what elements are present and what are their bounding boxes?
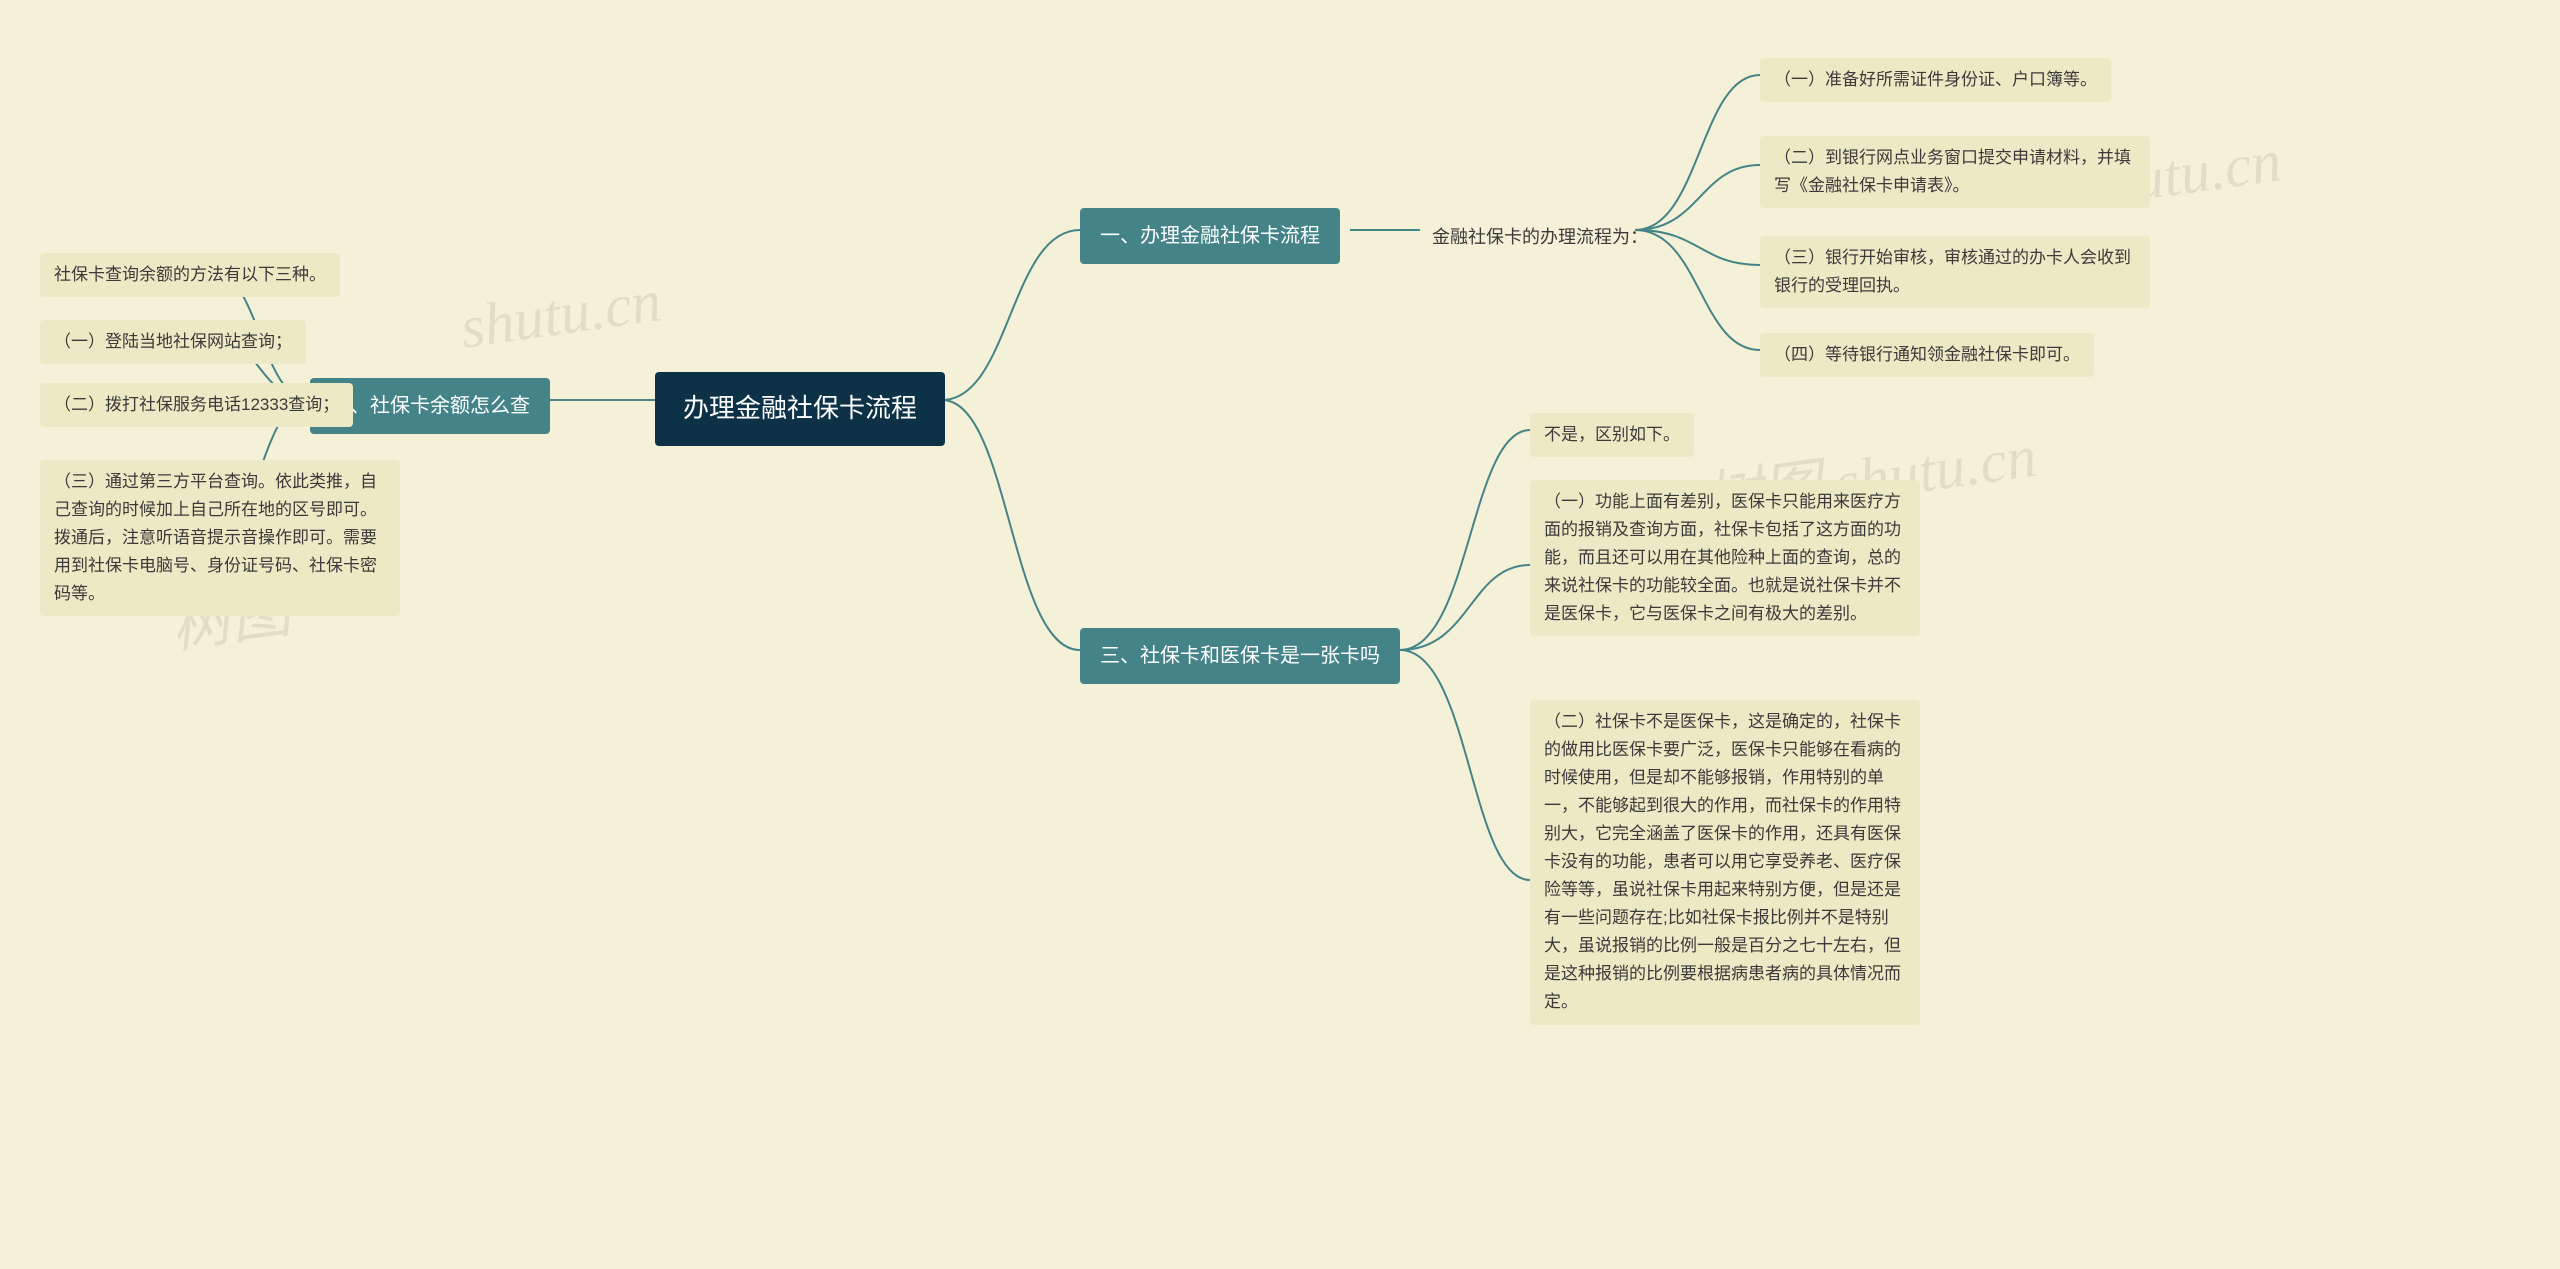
leaf-r3-3: （二）社保卡不是医保卡，这是确定的，社保卡的做用比医保卡要广泛，医保卡只能够在看… <box>1530 700 1920 1025</box>
center-node-label: 办理金融社保卡流程 <box>683 393 917 423</box>
branch-right-1: 一、办理金融社保卡流程 <box>1080 208 1340 264</box>
leaf-text: （四）等待银行通知领金融社保卡即可。 <box>1774 345 2080 364</box>
branch-right-1-sublabel: 金融社保卡的办理流程为： <box>1420 215 1660 260</box>
leaf-text: （二）拨打社保服务电话12333查询； <box>54 395 339 414</box>
leaf-l2-1: 社保卡查询余额的方法有以下三种。 <box>40 253 340 297</box>
leaf-text: （一）准备好所需证件身份证、户口簿等。 <box>1774 70 2097 89</box>
branch-label: 二、社保卡余额怎么查 <box>330 395 530 417</box>
leaf-r1-1: （一）准备好所需证件身份证、户口簿等。 <box>1760 58 2111 102</box>
watermark: shutu.cn <box>456 266 665 362</box>
leaf-text: （三）通过第三方平台查询。依此类推，自己查询的时候加上自己所在地的区号即可。拨通… <box>54 472 377 603</box>
center-node: 办理金融社保卡流程 <box>655 372 945 446</box>
leaf-text: （一）功能上面有差别，医保卡只能用来医疗方面的报销及查询方面，社保卡包括了这方面… <box>1544 492 1901 623</box>
leaf-r1-3: （三）银行开始审核，审核通过的办卡人会收到银行的受理回执。 <box>1760 236 2150 308</box>
leaf-text: 社保卡查询余额的方法有以下三种。 <box>54 265 326 284</box>
leaf-l2-3: （二）拨打社保服务电话12333查询； <box>40 383 353 427</box>
leaf-text: （一）登陆当地社保网站查询； <box>54 332 292 351</box>
leaf-r1-2: （二）到银行网点业务窗口提交申请材料，并填写《金融社保卡申请表》。 <box>1760 136 2150 208</box>
leaf-text: 不是，区别如下。 <box>1544 425 1680 444</box>
leaf-r3-1: 不是，区别如下。 <box>1530 413 1694 457</box>
leaf-l2-2: （一）登陆当地社保网站查询； <box>40 320 306 364</box>
leaf-text: （三）银行开始审核，审核通过的办卡人会收到银行的受理回执。 <box>1774 248 2131 295</box>
branch-right-3: 三、社保卡和医保卡是一张卡吗 <box>1080 628 1400 684</box>
leaf-text: （二）社保卡不是医保卡，这是确定的，社保卡的做用比医保卡要广泛，医保卡只能够在看… <box>1544 712 1901 1011</box>
branch-label: 一、办理金融社保卡流程 <box>1100 225 1320 247</box>
sublabel-text: 金融社保卡的办理流程为： <box>1432 227 1648 247</box>
leaf-text: （二）到银行网点业务窗口提交申请材料，并填写《金融社保卡申请表》。 <box>1774 148 2131 195</box>
branch-label: 三、社保卡和医保卡是一张卡吗 <box>1100 645 1380 667</box>
leaf-l2-4: （三）通过第三方平台查询。依此类推，自己查询的时候加上自己所在地的区号即可。拨通… <box>40 460 400 616</box>
leaf-r1-4: （四）等待银行通知领金融社保卡即可。 <box>1760 333 2094 377</box>
leaf-r3-2: （一）功能上面有差别，医保卡只能用来医疗方面的报销及查询方面，社保卡包括了这方面… <box>1530 480 1920 636</box>
